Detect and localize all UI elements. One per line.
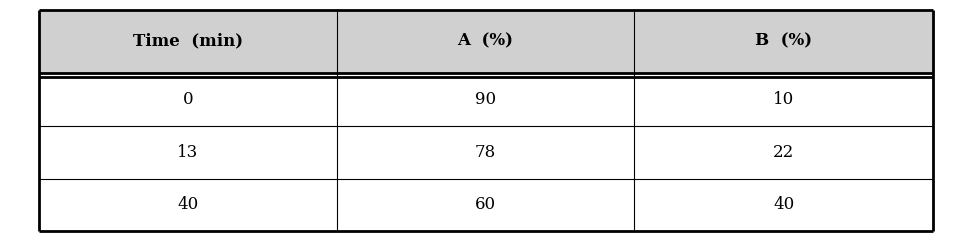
Text: 0: 0 (183, 91, 193, 108)
Text: Time  (min): Time (min) (133, 33, 243, 50)
Bar (39, 179, 933, 231)
Text: 90: 90 (475, 91, 496, 108)
Text: 78: 78 (475, 144, 496, 161)
Text: 13: 13 (177, 144, 198, 161)
Text: 10: 10 (773, 91, 794, 108)
Bar (39, 73, 933, 126)
Text: 22: 22 (773, 144, 794, 161)
Text: 40: 40 (773, 196, 794, 214)
Text: A  (%): A (%) (458, 33, 513, 50)
Text: 40: 40 (177, 196, 198, 214)
Bar (39, 10, 933, 73)
Text: B  (%): B (%) (755, 33, 813, 50)
Text: 60: 60 (475, 196, 496, 214)
Bar (39, 126, 933, 179)
